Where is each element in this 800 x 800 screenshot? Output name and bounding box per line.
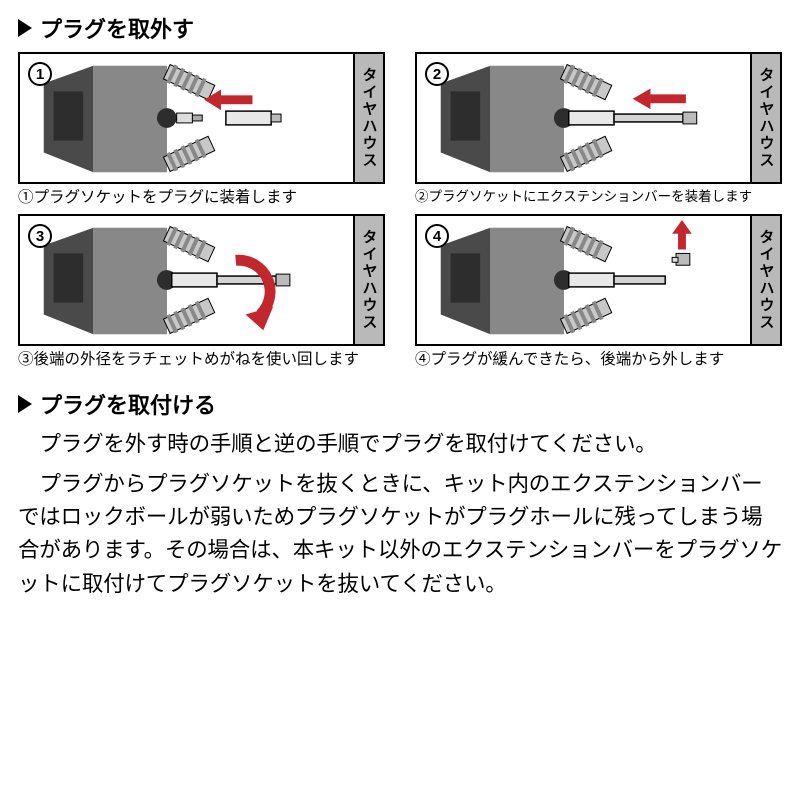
step-2-panel: 2 bbox=[415, 52, 782, 184]
step-1-illustration: 1 bbox=[18, 52, 355, 184]
section-install-text: プラグを取付ける bbox=[40, 388, 216, 420]
engine-icon bbox=[441, 63, 697, 173]
tire-house-label: タイヤハウス bbox=[752, 52, 782, 184]
section-install-title: プラグを取付ける bbox=[18, 388, 782, 420]
step-3-badge: 3 bbox=[28, 224, 52, 248]
install-paragraph-2: プラグからプラグソケットを抜くときに、キット内のエクステンションバーではロックボ… bbox=[18, 468, 782, 601]
step-1: 1 bbox=[18, 52, 385, 208]
rotate-arrow-icon bbox=[236, 260, 273, 330]
tire-house-label: タイヤハウス bbox=[355, 52, 385, 184]
tire-house-label: タイヤハウス bbox=[752, 214, 782, 346]
step-3-panel: 3 bbox=[18, 214, 385, 346]
step-3: 3 bbox=[18, 214, 385, 370]
step-3-illustration: 3 bbox=[18, 214, 355, 346]
install-paragraph-1: プラグを外す時の手順と逆の手順でプラグを取付けてください。 bbox=[18, 428, 782, 461]
step-4-illustration: 4 bbox=[415, 214, 752, 346]
steps-grid: 1 bbox=[18, 52, 782, 370]
step-1-panel: 1 bbox=[18, 52, 385, 184]
step-2: 2 bbox=[415, 52, 782, 208]
remove-arrow-icon bbox=[672, 220, 692, 250]
step-2-caption: ②プラグソケットにエクステンションバーを装着します bbox=[415, 188, 782, 206]
section-remove-title: プラグを取外す bbox=[18, 12, 782, 44]
engine-icon bbox=[441, 225, 690, 335]
step-1-caption: ①プラグソケットをプラグに装着します bbox=[18, 188, 385, 208]
triangle-marker-icon bbox=[18, 19, 32, 37]
step-2-badge: 2 bbox=[425, 62, 449, 86]
tire-house-label: タイヤハウス bbox=[355, 214, 385, 346]
step-4-panel: 4 bbox=[415, 214, 782, 346]
step-4-caption: ④プラグが緩んできたら、後端から外します bbox=[415, 350, 782, 370]
step-1-badge: 1 bbox=[28, 62, 52, 86]
insert-arrow-icon bbox=[633, 88, 686, 109]
section-remove-text: プラグを取外す bbox=[40, 12, 194, 44]
step-2-illustration: 2 bbox=[415, 52, 752, 184]
step-3-caption: ③後端の外径をラチェットめがねを使い回します bbox=[18, 350, 385, 370]
engine-icon bbox=[44, 63, 281, 173]
triangle-marker-icon bbox=[18, 395, 32, 413]
step-4: 4 bbox=[415, 214, 782, 370]
step-4-badge: 4 bbox=[425, 224, 449, 248]
